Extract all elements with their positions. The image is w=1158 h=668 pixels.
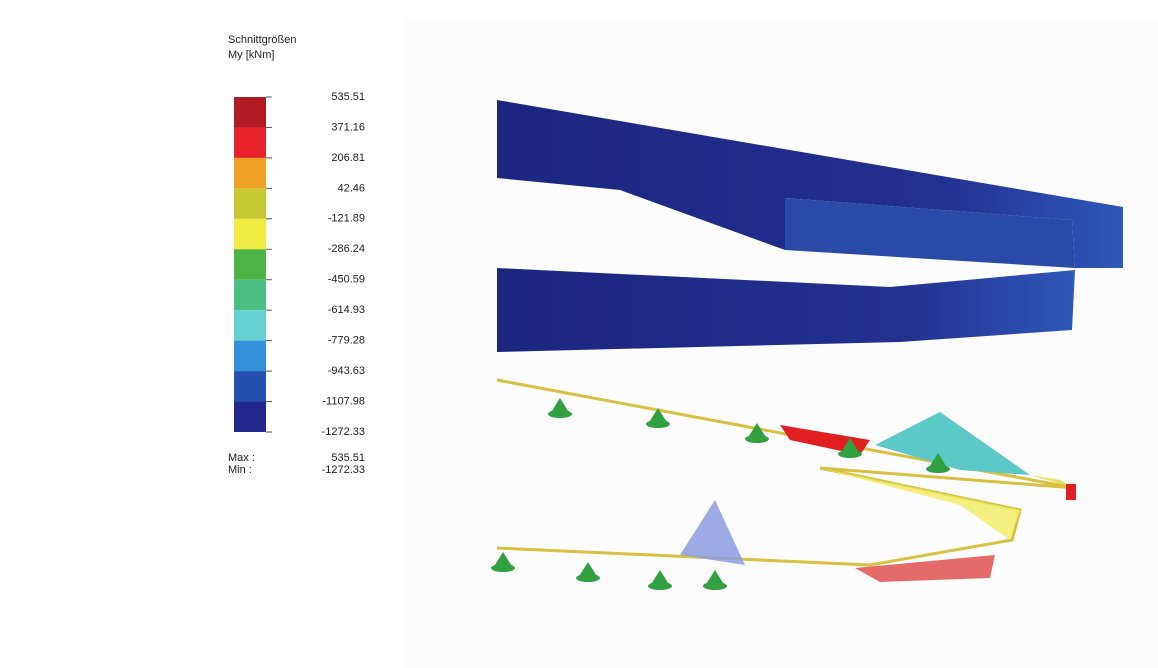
legend-level: -1272.33	[322, 426, 365, 438]
moment-area	[1066, 484, 1076, 500]
legend-swatch	[234, 249, 266, 279]
legend-level: 42.46	[337, 182, 365, 194]
legend-level: -614.93	[328, 304, 365, 316]
legend-level: -943.63	[328, 365, 365, 377]
legend-swatch	[234, 310, 266, 340]
legend-level: -1107.98	[322, 395, 365, 407]
legend-quantity: My [kNm]	[228, 49, 274, 61]
legend-level: -779.28	[328, 335, 365, 347]
legend-swatch	[234, 280, 266, 310]
legend-swatch	[234, 219, 266, 249]
legend-level: -450.59	[328, 274, 365, 286]
screen: Schnittgrößen My [kNm] 535.51 371.16 206.8…	[0, 0, 1158, 668]
legend-level: 206.81	[331, 152, 365, 164]
legend-level: -121.89	[328, 213, 365, 225]
legend-level: 371.16	[331, 121, 365, 133]
legend-swatch	[234, 402, 266, 432]
legend-swatch	[234, 371, 266, 401]
legend-level: -286.24	[328, 243, 365, 255]
page: Schnittgrößen My [kNm] 535.51 371.16 206.8…	[0, 0, 1158, 668]
min-value: -1272.33	[322, 464, 365, 476]
legend-swatch	[234, 341, 266, 371]
legend-swatch	[234, 127, 266, 157]
legend-swatch	[234, 97, 266, 127]
min-label: Min :	[228, 464, 252, 476]
legend: 535.51 371.16 206.81 42.46 -121.89 -286.24 -45…	[234, 91, 365, 438]
legend-swatch	[234, 188, 266, 218]
legend-title: Schnittgrößen	[228, 34, 296, 46]
legend-swatch	[234, 158, 266, 188]
max-value: 535.51	[331, 452, 365, 464]
legend-level: 535.51	[331, 91, 365, 103]
max-label: Max :	[228, 452, 255, 464]
